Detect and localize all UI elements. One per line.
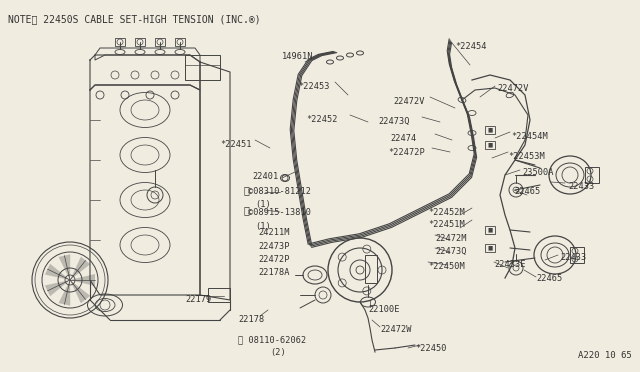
Text: (1): (1)	[255, 222, 271, 231]
Text: ■: ■	[488, 228, 493, 232]
Text: 22178A: 22178A	[258, 268, 289, 277]
Bar	[485, 126, 495, 134]
Bar	[485, 244, 495, 252]
Text: ©08310-81212: ©08310-81212	[248, 187, 311, 196]
Text: *22450: *22450	[415, 344, 447, 353]
Text: 23500A: 23500A	[522, 168, 554, 177]
Text: 22473Q: 22473Q	[378, 117, 410, 126]
Text: 22465: 22465	[514, 187, 540, 196]
Text: NOTE、 22450S CABLE SET-HIGH TENSION (INC.®): NOTE、 22450S CABLE SET-HIGH TENSION (INC…	[8, 14, 260, 24]
Bar	[485, 226, 495, 234]
Text: 22472M: 22472M	[435, 234, 467, 243]
Polygon shape	[45, 264, 70, 280]
Text: 22433: 22433	[568, 182, 595, 191]
Text: ©08915-13810: ©08915-13810	[248, 208, 311, 217]
Text: Ⓢ: Ⓢ	[243, 185, 249, 195]
Bar	[485, 141, 495, 149]
Text: 22472V: 22472V	[393, 97, 424, 106]
Text: ■: ■	[488, 246, 493, 250]
Bar	[570, 247, 584, 263]
Text: 22473Q: 22473Q	[435, 247, 467, 256]
Polygon shape	[70, 280, 90, 303]
Polygon shape	[70, 274, 95, 286]
Text: 24211M: 24211M	[258, 228, 289, 237]
Text: 22433: 22433	[560, 253, 586, 262]
Text: *22452M: *22452M	[428, 208, 465, 217]
Bar	[155, 38, 165, 46]
Text: *22472P: *22472P	[388, 148, 425, 157]
Text: (1): (1)	[255, 200, 271, 209]
Polygon shape	[59, 254, 70, 280]
Bar	[115, 38, 125, 46]
Text: 22473P: 22473P	[258, 242, 289, 251]
Text: *22453M: *22453M	[508, 152, 545, 161]
Text: *22452: *22452	[306, 115, 337, 124]
Text: 22472V: 22472V	[497, 84, 529, 93]
Polygon shape	[45, 280, 70, 296]
Text: 22474: 22474	[390, 134, 416, 143]
Text: *22454M: *22454M	[511, 132, 548, 141]
Text: *22454: *22454	[455, 42, 486, 51]
Bar	[365, 255, 377, 283]
Bar	[135, 38, 145, 46]
Bar	[585, 167, 599, 183]
Text: Ⓦ: Ⓦ	[243, 205, 249, 215]
Bar	[175, 38, 185, 46]
Text: *22451M: *22451M	[428, 220, 465, 229]
Text: 22472P: 22472P	[258, 255, 289, 264]
Bar	[208, 288, 230, 302]
Text: ■: ■	[488, 128, 493, 132]
Text: 22465: 22465	[536, 274, 563, 283]
Text: 22433E: 22433E	[494, 260, 525, 269]
Text: 22179: 22179	[185, 295, 211, 304]
Polygon shape	[59, 280, 70, 306]
Text: *22450M: *22450M	[428, 262, 465, 271]
Text: 22100E: 22100E	[368, 305, 399, 314]
Text: *22451: *22451	[220, 140, 252, 149]
Polygon shape	[70, 257, 90, 280]
Text: (2): (2)	[270, 348, 285, 357]
Bar	[185, 55, 220, 80]
Text: 22178: 22178	[238, 315, 264, 324]
Text: 22472W: 22472W	[380, 325, 412, 334]
Text: Ⓑ 08110-62062: Ⓑ 08110-62062	[238, 335, 307, 344]
Text: 14961N: 14961N	[282, 52, 314, 61]
Text: A220 10 65: A220 10 65	[579, 351, 632, 360]
Text: 22401: 22401	[252, 172, 278, 181]
Text: ■: ■	[488, 142, 493, 148]
Text: *22453: *22453	[298, 82, 330, 91]
